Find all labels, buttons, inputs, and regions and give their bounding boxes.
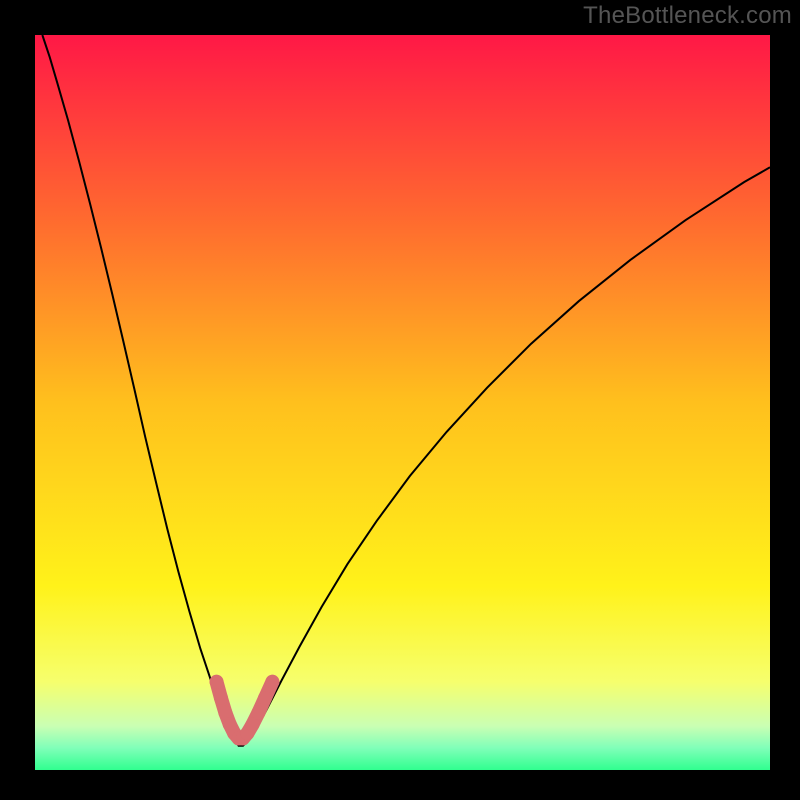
bottleneck-curve <box>42 35 770 746</box>
highlight-dot <box>265 675 279 689</box>
highlight-dot <box>258 691 272 705</box>
highlight-dot <box>210 675 224 689</box>
watermark-text: TheBottleneck.com <box>583 2 792 30</box>
chart-frame: TheBottleneck.com <box>0 0 800 800</box>
highlight-dot <box>251 706 265 720</box>
curve-layer <box>0 0 800 800</box>
highlight-dot <box>214 691 228 705</box>
